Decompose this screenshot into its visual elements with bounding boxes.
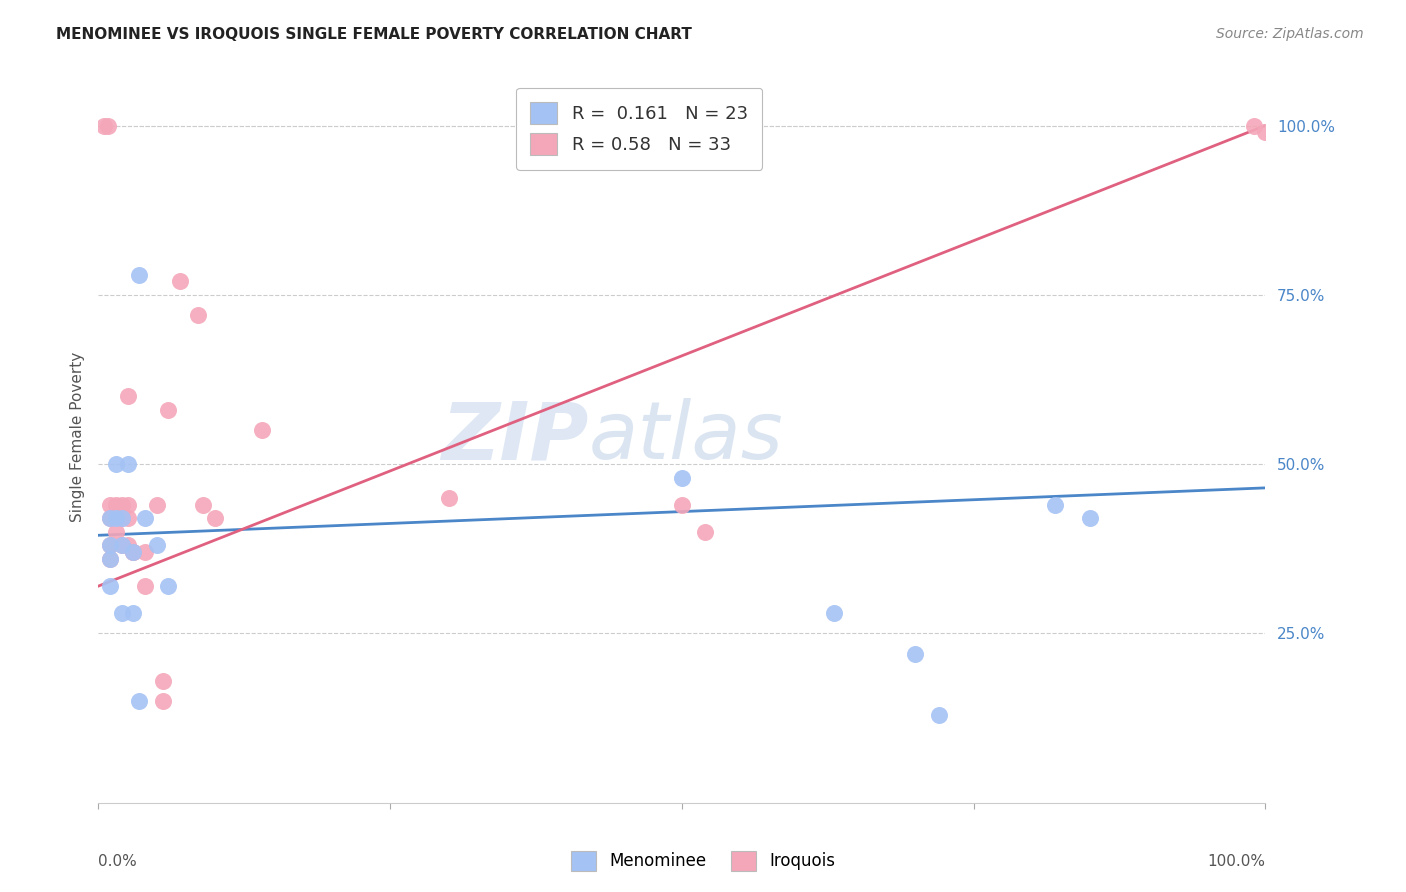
Point <box>117 511 139 525</box>
Text: MENOMINEE VS IROQUOIS SINGLE FEMALE POVERTY CORRELATION CHART: MENOMINEE VS IROQUOIS SINGLE FEMALE POVE… <box>56 27 692 42</box>
Point <box>134 579 156 593</box>
Point <box>250 423 273 437</box>
Point <box>928 707 950 722</box>
Point <box>104 457 127 471</box>
Point <box>98 579 121 593</box>
Point <box>98 552 121 566</box>
Point <box>104 498 127 512</box>
Point <box>157 403 180 417</box>
Point <box>1045 498 1067 512</box>
Point <box>169 274 191 288</box>
Point <box>128 694 150 708</box>
Point <box>122 545 145 559</box>
Point <box>1080 511 1102 525</box>
Point <box>134 545 156 559</box>
Point <box>98 538 121 552</box>
Point <box>146 538 169 552</box>
Text: 100.0%: 100.0% <box>1208 854 1265 869</box>
Point <box>98 511 121 525</box>
Point <box>152 694 174 708</box>
Point <box>111 498 134 512</box>
Point <box>695 524 717 539</box>
Legend: Menominee, Iroquois: Menominee, Iroquois <box>562 842 844 880</box>
Point <box>134 511 156 525</box>
Point <box>98 552 121 566</box>
Point <box>823 606 845 620</box>
Point <box>146 498 169 512</box>
Point <box>111 538 134 552</box>
Point <box>671 471 693 485</box>
Point <box>93 119 115 133</box>
Point <box>111 511 134 525</box>
Text: 0.0%: 0.0% <box>98 854 138 869</box>
Point <box>1243 119 1265 133</box>
Point <box>193 498 215 512</box>
Point <box>122 545 145 559</box>
Legend: R =  0.161   N = 23, R = 0.58   N = 33: R = 0.161 N = 23, R = 0.58 N = 33 <box>516 87 762 169</box>
Point <box>157 579 180 593</box>
Point <box>117 538 139 552</box>
Point <box>117 498 139 512</box>
Point <box>1254 125 1277 139</box>
Point <box>111 538 134 552</box>
Point <box>98 498 121 512</box>
Point <box>111 511 134 525</box>
Point <box>98 511 121 525</box>
Point <box>104 511 127 525</box>
Text: atlas: atlas <box>589 398 783 476</box>
Point <box>152 673 174 688</box>
Text: ZIP: ZIP <box>441 398 589 476</box>
Point <box>122 606 145 620</box>
Point <box>437 491 460 505</box>
Point <box>904 647 927 661</box>
Point <box>104 524 127 539</box>
Point <box>187 308 209 322</box>
Point <box>204 511 226 525</box>
Point <box>97 119 120 133</box>
Point <box>117 389 139 403</box>
Point <box>98 538 121 552</box>
Point <box>128 268 150 282</box>
Text: Source: ZipAtlas.com: Source: ZipAtlas.com <box>1216 27 1364 41</box>
Point <box>671 498 693 512</box>
Point <box>117 457 139 471</box>
Point <box>122 545 145 559</box>
Point <box>111 606 134 620</box>
Y-axis label: Single Female Poverty: Single Female Poverty <box>69 352 84 522</box>
